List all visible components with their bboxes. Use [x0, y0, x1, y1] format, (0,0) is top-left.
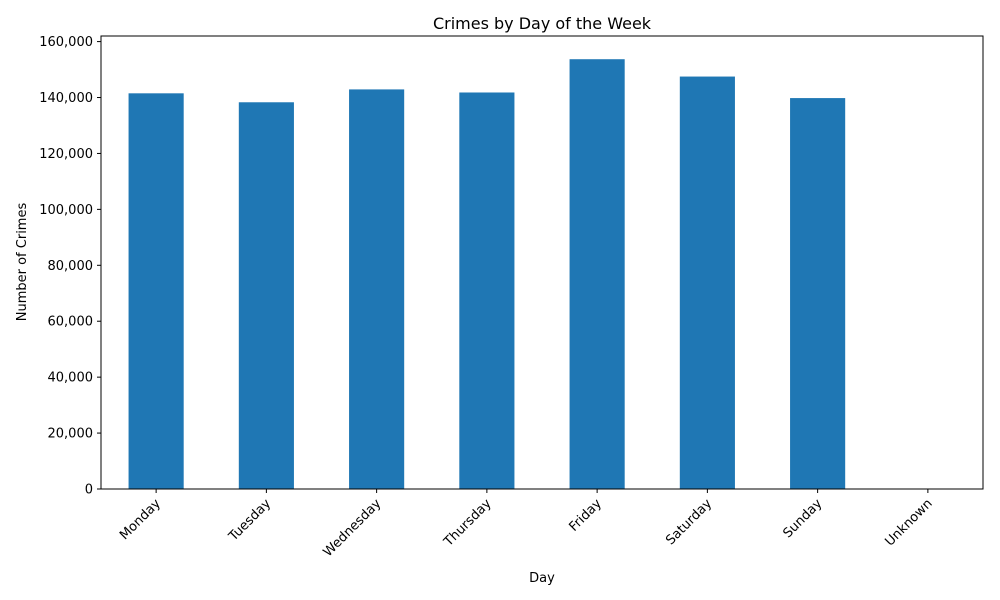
y-tick-label: 60,000	[48, 315, 94, 330]
y-tick-label: 0	[85, 483, 93, 498]
y-tick-label: 120,000	[39, 147, 93, 162]
bar-sunday	[790, 98, 846, 489]
x-tick-label: Thursday	[441, 496, 495, 550]
y-tick-label: 160,000	[39, 35, 93, 50]
bar-monday	[128, 93, 184, 489]
x-axis-ticks: Monday Tuesday Wednesday Thursday Friday Satu…	[117, 489, 936, 560]
y-tick-label: 140,000	[39, 91, 93, 106]
y-axis-ticks: 0 20,000 40,000 60,000 80,000 100,000 120,000 1…	[39, 35, 101, 498]
x-tick-label: Tuesday	[225, 496, 274, 545]
y-tick-label: 40,000	[48, 371, 94, 386]
bar-wednesday	[349, 89, 405, 489]
bars-group	[128, 59, 846, 490]
bar-tuesday	[238, 102, 294, 490]
y-axis-label: Number of Crimes	[15, 203, 30, 322]
plot-frame	[100, 35, 984, 490]
x-tick-label: Sunday	[780, 496, 825, 541]
bar-saturday	[679, 76, 735, 490]
x-tick-label: Wednesday	[321, 496, 385, 560]
y-tick-label: 100,000	[39, 203, 93, 218]
x-tick-label: Unknown	[882, 496, 935, 549]
x-axis-label: Day	[529, 571, 555, 586]
bar-thursday	[459, 92, 515, 490]
x-tick-label: Friday	[566, 496, 605, 535]
chart-title: Crimes by Day of the Week	[433, 14, 652, 33]
x-tick-label: Saturday	[663, 496, 715, 548]
y-tick-label: 80,000	[48, 259, 94, 274]
x-tick-label: Monday	[117, 496, 164, 543]
y-tick-label: 20,000	[48, 427, 94, 442]
bar-friday	[569, 59, 625, 490]
